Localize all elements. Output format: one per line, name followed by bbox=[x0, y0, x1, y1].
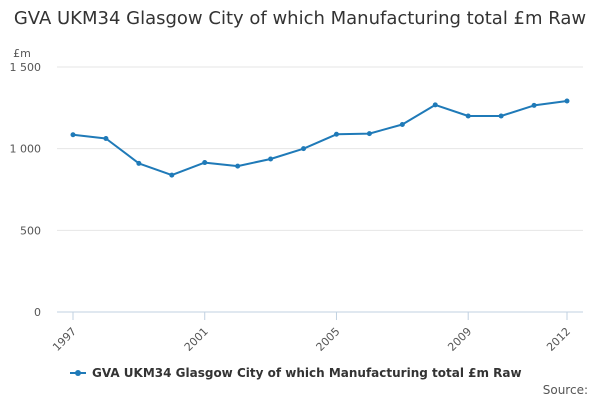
data-point bbox=[103, 136, 109, 142]
data-point bbox=[564, 98, 570, 104]
data-point bbox=[432, 102, 438, 108]
data-point bbox=[235, 163, 241, 169]
data-point bbox=[301, 146, 307, 152]
legend-series-marker-icon bbox=[70, 370, 86, 376]
data-point bbox=[333, 131, 339, 137]
data-point bbox=[70, 132, 76, 138]
legend[interactable]: GVA UKM34 Glasgow City of which Manufact… bbox=[70, 366, 522, 380]
legend-series-label: GVA UKM34 Glasgow City of which Manufact… bbox=[92, 366, 522, 380]
data-point bbox=[498, 113, 504, 119]
series-line bbox=[72, 100, 568, 177]
data-point bbox=[366, 131, 372, 137]
data-point bbox=[202, 160, 208, 166]
y-axis-label: £m bbox=[13, 47, 31, 60]
data-point bbox=[136, 160, 142, 166]
x-tick-label: 2009 bbox=[445, 325, 474, 354]
x-tick-label: 2001 bbox=[182, 325, 211, 354]
x-tick-label: 2012 bbox=[544, 325, 573, 354]
y-tick-label: 1 500 bbox=[10, 61, 42, 74]
chart-title: GVA UKM34 Glasgow City of which Manufact… bbox=[13, 8, 587, 29]
data-point bbox=[268, 156, 274, 162]
data-point bbox=[169, 172, 175, 178]
y-tick-label: 1 000 bbox=[10, 143, 42, 156]
y-tick-label: 0 bbox=[34, 306, 41, 319]
data-point bbox=[465, 113, 471, 119]
data-point bbox=[531, 102, 537, 108]
x-tick-label: 1997 bbox=[50, 325, 79, 354]
x-tick-label: 2005 bbox=[314, 325, 343, 354]
data-point bbox=[399, 121, 405, 127]
y-tick-label: 500 bbox=[20, 224, 41, 237]
source-label: Source: bbox=[542, 383, 588, 397]
